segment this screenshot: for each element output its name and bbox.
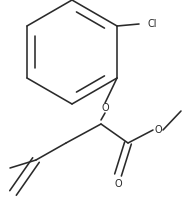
Text: O: O xyxy=(154,125,162,135)
Text: Cl: Cl xyxy=(147,19,157,29)
Text: O: O xyxy=(101,103,109,113)
Text: O: O xyxy=(114,179,122,189)
